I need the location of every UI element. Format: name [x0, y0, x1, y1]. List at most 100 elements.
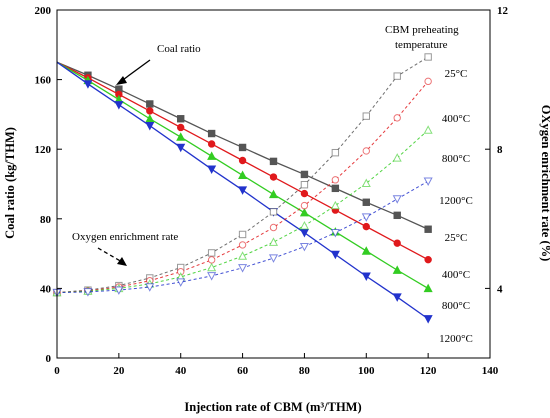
plot-frame	[56, 9, 491, 359]
x-tick-label: 100	[358, 365, 375, 377]
coal-ratio-point	[362, 198, 370, 206]
y-left-tick-label: 200	[35, 5, 52, 17]
coal-ratio-point	[361, 246, 371, 255]
coal-ratio-point	[299, 229, 309, 238]
coal-ratio-arrowhead	[116, 76, 127, 85]
coal-ratio-point	[393, 239, 401, 247]
oxygen-point	[268, 237, 279, 246]
coal-ratio-point	[423, 283, 433, 293]
oxygen-point	[269, 223, 278, 232]
coal-ratio-point	[269, 173, 278, 181]
y-right-tick-label: 8	[497, 144, 503, 156]
oxygen-point	[331, 176, 340, 184]
coal-ratio-point	[300, 170, 309, 179]
oxygen-point	[424, 53, 432, 61]
coal-ratio-point	[361, 272, 371, 281]
coal-ratio-point	[146, 107, 154, 115]
oxygen-point	[393, 114, 401, 122]
coal-ratio-point	[177, 115, 185, 123]
x-tick-label: 60	[237, 365, 249, 377]
oxygen-point	[238, 264, 248, 273]
oxygen-temperature-label: 1200°C	[439, 195, 473, 207]
coal-ratio-annotation: Coal ratio	[157, 43, 201, 55]
oxygen-point	[330, 229, 340, 238]
oxygen-point	[362, 147, 370, 155]
oxygen-point	[299, 221, 309, 230]
coal-ratio-point	[83, 80, 93, 89]
oxygen-point	[114, 286, 124, 295]
coal-ratio-point	[207, 151, 217, 160]
oxygen-temperature-label: 25°C	[445, 68, 468, 80]
x-tick-label: 80	[299, 365, 311, 377]
coal-ratio-point	[145, 113, 155, 123]
coal-ratio-point	[238, 186, 248, 195]
axes-layer	[56, 9, 491, 359]
coal-ratio-point	[424, 225, 432, 233]
coal-ratio-point	[268, 189, 279, 199]
oxygen-point	[299, 242, 309, 252]
oxygen-point	[207, 272, 217, 281]
y-right-tick-label: 12	[497, 5, 509, 17]
coal-ratio-point	[146, 100, 154, 108]
oxygen-point	[300, 180, 309, 189]
coal-ratio-arrow	[119, 59, 151, 83]
y-left-tick-label: 40	[40, 283, 52, 295]
coal-ratio-point	[145, 122, 155, 131]
oxygen-point	[238, 230, 247, 239]
coal-ratio-point	[300, 189, 309, 198]
x-tick-label: 140	[482, 365, 499, 377]
oxygen-point	[392, 153, 402, 162]
oxygen-rate-arrow	[97, 247, 123, 263]
oxygen-point	[268, 254, 279, 263]
coal-ratio-point	[207, 129, 216, 138]
coal-ratio-point	[331, 184, 340, 193]
oxygen-temperature-label: 800°C	[442, 153, 470, 165]
y-left-tick-label: 80	[40, 214, 52, 226]
y-left-tick-label: 0	[46, 353, 52, 365]
coal-ratio-point	[392, 265, 402, 274]
oxygen-point	[423, 125, 433, 134]
y-axis-right-title: OXygen enrichment rate (%)	[539, 105, 550, 262]
oxygen-point	[207, 249, 216, 257]
oxygen-point	[362, 112, 370, 120]
oxygen-point	[424, 77, 432, 86]
legend-title-line2: temperature	[395, 39, 448, 51]
oxygen-point	[330, 200, 340, 210]
arrow-layer	[97, 59, 151, 266]
oxygen-point	[176, 278, 186, 287]
coal-ratio-point	[114, 101, 124, 110]
coal-ratio-point	[238, 143, 247, 152]
oxygen-point	[361, 178, 371, 188]
y-right-tick-label: 4	[497, 283, 503, 295]
oxygen-point	[331, 148, 340, 157]
coal-ratio-point	[393, 211, 401, 220]
oxygen-point	[207, 262, 217, 272]
coal-ratio-point	[362, 222, 370, 231]
coal-ratio-point	[207, 140, 216, 148]
coal-ratio-temperature-label: 25°C	[445, 232, 468, 244]
oxygen-point	[423, 177, 433, 186]
oxygen-point	[238, 241, 247, 249]
coal-ratio-point	[392, 293, 402, 302]
coal-ratio-point	[238, 170, 248, 179]
oxygen-point	[361, 213, 371, 222]
oxygen-point	[238, 251, 248, 260]
oxygen-rate-annotation: Oxygen enrichment rate	[72, 231, 178, 243]
oxygen-rate-arrowhead	[117, 257, 127, 266]
coal-ratio-point	[238, 156, 247, 165]
coal-ratio-point	[424, 255, 432, 264]
oxygen-point	[145, 283, 155, 292]
oxygen-point	[269, 208, 278, 216]
legend-title-line1: CBM preheating	[385, 24, 459, 36]
coal-ratio-point	[207, 165, 217, 174]
coal-ratio-point	[330, 250, 340, 260]
oxygen-temperature-label: 400°C	[442, 113, 470, 125]
oxygen-point	[207, 256, 216, 264]
coal-ratio-point	[299, 207, 309, 217]
x-tick-label: 40	[175, 365, 187, 377]
coal-ratio-point	[176, 143, 186, 153]
oxygen-point	[83, 288, 93, 297]
x-axis-title: Injection rate of CBM (m³/THM)	[184, 400, 361, 414]
x-tick-label: 20	[113, 365, 125, 377]
